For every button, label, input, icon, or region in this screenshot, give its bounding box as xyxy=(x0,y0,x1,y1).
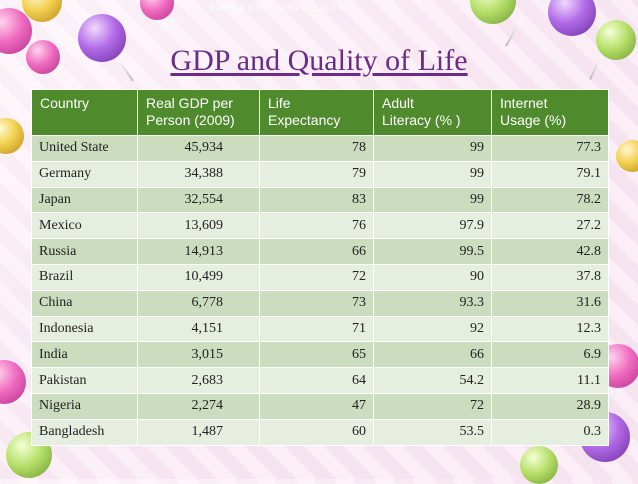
cell-country: Mexico xyxy=(31,212,138,240)
cell-country: China xyxy=(31,289,138,317)
cell-life: 60 xyxy=(259,418,374,446)
gdp-table: Country Real GDP per Person (2009) Life Ex… xyxy=(31,89,609,446)
green-pin-icon xyxy=(470,0,516,24)
cell-internet: 11.1 xyxy=(491,367,609,394)
yellow-pin-icon xyxy=(0,118,24,154)
cell-country: Bangladesh xyxy=(31,418,138,446)
cell-life: 65 xyxy=(259,341,374,369)
purple-pin-icon xyxy=(78,14,126,62)
cell-literacy: 99.5 xyxy=(373,238,492,265)
cell-life: 72 xyxy=(259,263,374,291)
cell-gdp: 4,151 xyxy=(137,315,260,343)
cell-gdp: 2,683 xyxy=(137,367,260,394)
header-internet-usage: Internet Usage (%) xyxy=(491,89,609,136)
pink-pin-icon xyxy=(0,360,26,404)
table-row: United State 45,934 78 99 77.3 xyxy=(31,135,609,162)
cell-literacy: 93.3 xyxy=(373,289,492,317)
cell-life: 71 xyxy=(259,315,374,343)
cell-country: Germany xyxy=(31,160,138,188)
table-row: Brazil 10,499 72 90 37.8 xyxy=(31,263,609,291)
cell-life: 64 xyxy=(259,367,374,394)
cell-country: Pakistan xyxy=(31,367,138,394)
yellow-pin-icon xyxy=(22,0,62,22)
cell-gdp: 13,609 xyxy=(137,212,260,240)
table-row: Mexico 13,609 76 97.9 27.2 xyxy=(31,212,609,240)
cell-gdp: 1,487 xyxy=(137,418,260,446)
cell-gdp: 45,934 xyxy=(137,135,260,162)
cell-country: Japan xyxy=(31,186,138,214)
header-life-expectancy: Life Expectancy xyxy=(259,89,374,136)
cell-literacy: 99 xyxy=(373,135,492,162)
cell-country: Nigeria xyxy=(31,392,138,420)
pink-pin-icon xyxy=(140,0,174,20)
cell-literacy: 66 xyxy=(373,341,492,369)
cell-gdp: 6,778 xyxy=(137,289,260,317)
cell-literacy: 54.2 xyxy=(373,367,492,394)
table-row: Germany 34,388 79 99 79.1 xyxy=(31,160,609,188)
cell-life: 79 xyxy=(259,160,374,188)
cell-gdp: 34,388 xyxy=(137,160,260,188)
cell-internet: 79.1 xyxy=(491,160,609,188)
header-gdp: Real GDP per Person (2009) xyxy=(137,89,260,136)
cell-literacy: 92 xyxy=(373,315,492,343)
purple-pin-icon xyxy=(548,0,596,36)
cell-gdp: 3,015 xyxy=(137,341,260,369)
table-row: Nigeria 2,274 47 72 28.9 xyxy=(31,392,609,420)
cell-internet: 42.8 xyxy=(491,238,609,265)
table-row: Japan 32,554 83 99 78.2 xyxy=(31,186,609,214)
cell-life: 83 xyxy=(259,186,374,214)
table-row: Russia 14,913 66 99.5 42.8 xyxy=(31,238,609,265)
cell-literacy: 99 xyxy=(373,160,492,188)
table-row: Bangladesh 1,487 60 53.5 0.3 xyxy=(31,418,609,446)
cell-internet: 6.9 xyxy=(491,341,609,369)
slide-title: GDP and Quality of Life xyxy=(170,44,468,77)
cell-literacy: 72 xyxy=(373,392,492,420)
cell-country: Russia xyxy=(31,238,138,265)
cell-literacy: 99 xyxy=(373,186,492,214)
green-pin-icon xyxy=(596,20,636,60)
cell-gdp: 32,554 xyxy=(137,186,260,214)
cell-internet: 37.8 xyxy=(491,263,609,291)
cell-life: 78 xyxy=(259,135,374,162)
cell-life: 73 xyxy=(259,289,374,317)
cell-literacy: 53.5 xyxy=(373,418,492,446)
pin-needle-icon xyxy=(505,19,522,47)
cell-gdp: 14,913 xyxy=(137,238,260,265)
cell-internet: 78.2 xyxy=(491,186,609,214)
watermark: PRESENTATIONPRO.COM xyxy=(210,4,348,13)
pink-pin-icon xyxy=(26,40,60,74)
table-header-row: Country Real GDP per Person (2009) Life Ex… xyxy=(31,89,609,136)
cell-country: United State xyxy=(31,135,138,162)
cell-literacy: 97.9 xyxy=(373,212,492,240)
cell-gdp: 2,274 xyxy=(137,392,260,420)
green-pin-icon xyxy=(520,446,558,484)
table-row: China 6,778 73 93.3 31.6 xyxy=(31,289,609,317)
cell-country: Brazil xyxy=(31,263,138,291)
cell-literacy: 90 xyxy=(373,263,492,291)
header-adult-literacy: Adult Literacy (% ) xyxy=(373,89,492,136)
yellow-pin-icon xyxy=(616,140,638,172)
table-row: Indonesia 4,151 71 92 12.3 xyxy=(31,315,609,343)
header-country: Country xyxy=(31,89,138,136)
cell-internet: 31.6 xyxy=(491,289,609,317)
table-row: India 3,015 65 66 6.9 xyxy=(31,341,609,369)
cell-internet: 77.3 xyxy=(491,135,609,162)
cell-life: 76 xyxy=(259,212,374,240)
cell-gdp: 10,499 xyxy=(137,263,260,291)
cell-internet: 0.3 xyxy=(491,418,609,446)
cell-life: 47 xyxy=(259,392,374,420)
table-row: Pakistan 2,683 64 54.2 11.1 xyxy=(31,367,609,394)
cell-internet: 12.3 xyxy=(491,315,609,343)
cell-internet: 28.9 xyxy=(491,392,609,420)
cell-internet: 27.2 xyxy=(491,212,609,240)
cell-country: India xyxy=(31,341,138,369)
cell-life: 66 xyxy=(259,238,374,265)
cell-country: Indonesia xyxy=(31,315,138,343)
